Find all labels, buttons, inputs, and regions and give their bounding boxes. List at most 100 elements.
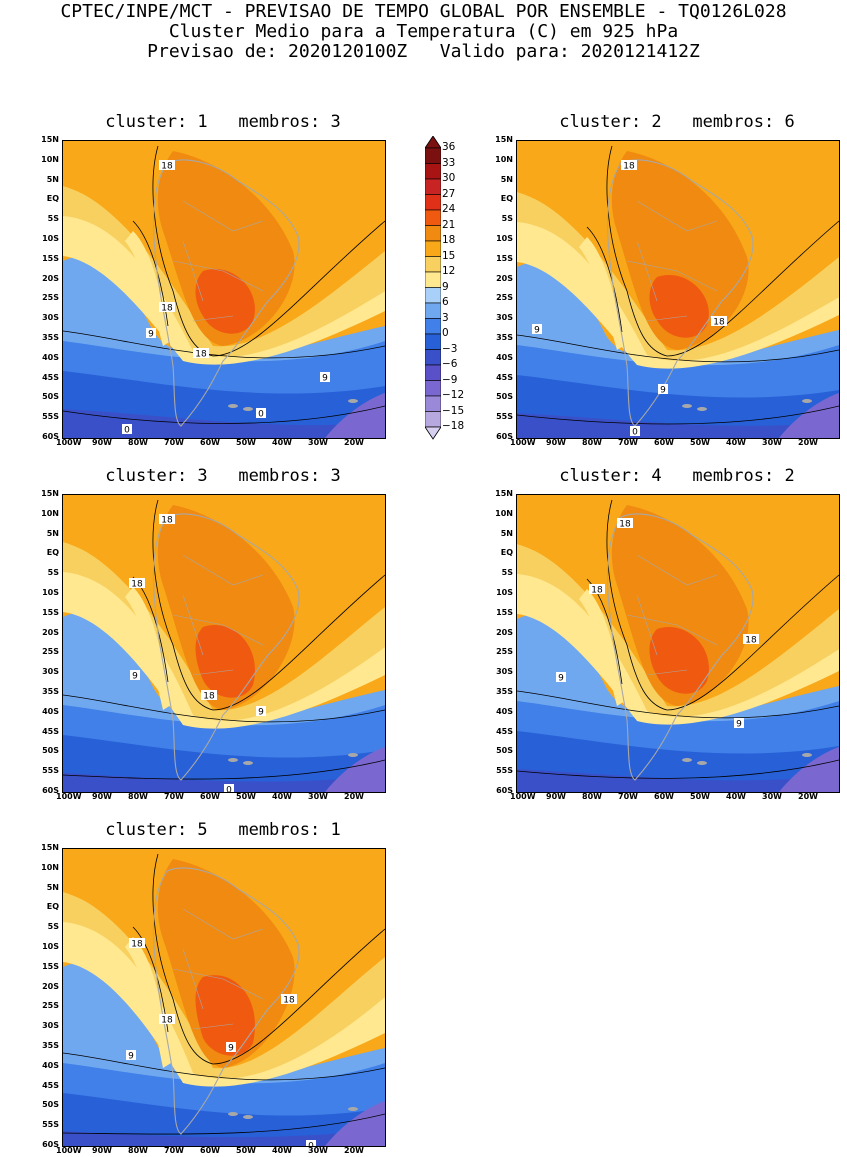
lat-tick-label: 15S bbox=[42, 607, 59, 617]
colorbar-swatch bbox=[424, 287, 442, 304]
colorbar-swatch bbox=[424, 178, 442, 195]
contour-label: 18 bbox=[193, 348, 209, 360]
header-line-3: Previsao de: 2020120100Z Valido para: 20… bbox=[147, 41, 700, 62]
lon-tick-label: 80W bbox=[128, 1146, 148, 1155]
lat-tick-label: EQ bbox=[46, 902, 59, 912]
svg-text:9: 9 bbox=[322, 374, 328, 384]
lat-tick-label: 5N bbox=[500, 528, 513, 538]
svg-text:18: 18 bbox=[131, 580, 143, 590]
lat-tick-label: 55S bbox=[42, 1120, 59, 1130]
lat-tick-label: 5N bbox=[46, 174, 59, 184]
lat-tick-label: 25S bbox=[496, 293, 513, 303]
lon-tick-label: 90W bbox=[92, 792, 112, 801]
contour-label: 18 bbox=[711, 316, 727, 328]
lat-tick-label: 60S bbox=[42, 786, 59, 795]
colorbar-swatch bbox=[424, 225, 442, 242]
lat-tick-label: 5S bbox=[501, 214, 513, 224]
colorbar-tick-label: 15 bbox=[442, 249, 456, 262]
lon-tick-label: 90W bbox=[92, 438, 112, 447]
lat-tick-label: 35S bbox=[42, 1041, 59, 1050]
lon-tick-label: 40W bbox=[272, 792, 292, 801]
lat-tick-label: 10S bbox=[496, 588, 513, 597]
lat-tick-label: 30S bbox=[42, 313, 59, 323]
lat-tick-label: 20S bbox=[496, 627, 513, 637]
lat-tick-label: 35S bbox=[496, 333, 513, 342]
lon-tick-label: 80W bbox=[582, 792, 602, 801]
lon-tick-label: 50W bbox=[236, 1146, 256, 1155]
panel-2-temperature-field: 18 18 9 9 0 bbox=[517, 141, 839, 438]
lat-tick-label: 15N bbox=[495, 489, 513, 498]
lon-tick-label: 60W bbox=[654, 792, 674, 801]
lat-tick-label: 15S bbox=[42, 961, 59, 971]
lat-tick-label: 45S bbox=[42, 1080, 59, 1090]
contour-label: 9 bbox=[146, 328, 156, 340]
lat-tick-label: 15N bbox=[495, 135, 513, 144]
lon-tick-label: 90W bbox=[546, 438, 566, 447]
colorbar-tick-label: 0 bbox=[442, 327, 449, 339]
colorbar-swatch bbox=[424, 364, 442, 381]
lat-tick-label: 15N bbox=[41, 489, 59, 498]
lat-tick-label: 25S bbox=[496, 647, 513, 657]
svg-text:18: 18 bbox=[283, 996, 295, 1006]
contour-label: 18 bbox=[129, 578, 145, 590]
colorbar-swatch bbox=[424, 194, 442, 211]
lat-tick-label: 20S bbox=[42, 627, 59, 637]
lon-tick-label: 90W bbox=[92, 1146, 112, 1155]
svg-text:9: 9 bbox=[128, 1052, 134, 1062]
lat-tick-label: 15N bbox=[41, 135, 59, 144]
lon-tick-label: 20W bbox=[344, 438, 364, 447]
contour-label: 9 bbox=[130, 670, 140, 682]
lon-tick-label: 40W bbox=[726, 438, 746, 447]
colorbar-swatch bbox=[424, 333, 442, 350]
lon-tick-label: 60W bbox=[200, 1146, 220, 1155]
colorbar-tick-label: 18 bbox=[442, 234, 456, 246]
lat-tick-label: 30S bbox=[42, 667, 59, 677]
svg-text:9: 9 bbox=[534, 326, 540, 336]
panel-5-temperature-field: 18 18 18 9 9 0 bbox=[63, 849, 385, 1146]
lat-tick-label: 10N bbox=[41, 154, 59, 164]
colorbar-tick-label: 21 bbox=[442, 218, 456, 231]
lon-tick-label: 40W bbox=[272, 438, 292, 447]
contour-label: 9 bbox=[556, 672, 566, 684]
svg-text:18: 18 bbox=[203, 692, 215, 702]
lat-tick-label: 30S bbox=[496, 667, 513, 677]
lat-tick-label: 10S bbox=[42, 942, 59, 951]
header-line-2: Cluster Medio para a Temperatura (C) em … bbox=[168, 21, 679, 42]
svg-text:0: 0 bbox=[124, 426, 130, 436]
lat-tick-label: 10S bbox=[496, 234, 513, 243]
lon-tick-label: 20W bbox=[344, 1146, 364, 1155]
lon-tick-label: 70W bbox=[164, 438, 184, 447]
contour-label: 18 bbox=[159, 514, 175, 526]
lat-tick-label: 60S bbox=[42, 1140, 59, 1149]
lon-tick-label: 20W bbox=[798, 792, 818, 801]
lat-tick-label: 5S bbox=[47, 214, 59, 224]
lat-tick-label: 60S bbox=[496, 786, 513, 795]
svg-text:0: 0 bbox=[308, 1142, 314, 1147]
lat-tick-label: 50S bbox=[496, 746, 513, 756]
lon-tick-label: 80W bbox=[582, 438, 602, 447]
colorbar-swatch bbox=[424, 147, 442, 164]
colorbar-tick-label: 3 bbox=[442, 311, 449, 324]
panel-4-map: 18 18 18 9 9 bbox=[516, 494, 840, 793]
svg-text:18: 18 bbox=[131, 940, 143, 950]
lon-tick-label: 20W bbox=[798, 438, 818, 447]
lat-tick-label: 15S bbox=[42, 253, 59, 263]
lat-tick-label: 40S bbox=[42, 706, 59, 716]
panel-2-map: 18 18 9 9 0 bbox=[516, 140, 840, 439]
lat-tick-label: 60S bbox=[42, 432, 59, 441]
lon-tick-label: 70W bbox=[164, 792, 184, 801]
contour-label: 18 bbox=[621, 160, 637, 172]
lat-tick-label: 55S bbox=[42, 766, 59, 776]
colorbar-swatch bbox=[424, 380, 442, 397]
lat-tick-label: 30S bbox=[42, 1021, 59, 1031]
lat-tick-label: 5S bbox=[47, 568, 59, 578]
colorbar-tick-label: 33 bbox=[442, 156, 456, 169]
colorbar-swatch bbox=[424, 271, 442, 288]
colorbar-swatch bbox=[424, 411, 442, 428]
colorbar-tick-label: −12 bbox=[442, 389, 465, 401]
contour-label: 9 bbox=[256, 706, 266, 718]
panel-3-temperature-field: 18 18 18 9 9 0 bbox=[63, 495, 385, 792]
lon-tick-label: 60W bbox=[200, 438, 220, 447]
svg-text:18: 18 bbox=[161, 304, 173, 314]
lon-tick-label: 70W bbox=[618, 792, 638, 801]
